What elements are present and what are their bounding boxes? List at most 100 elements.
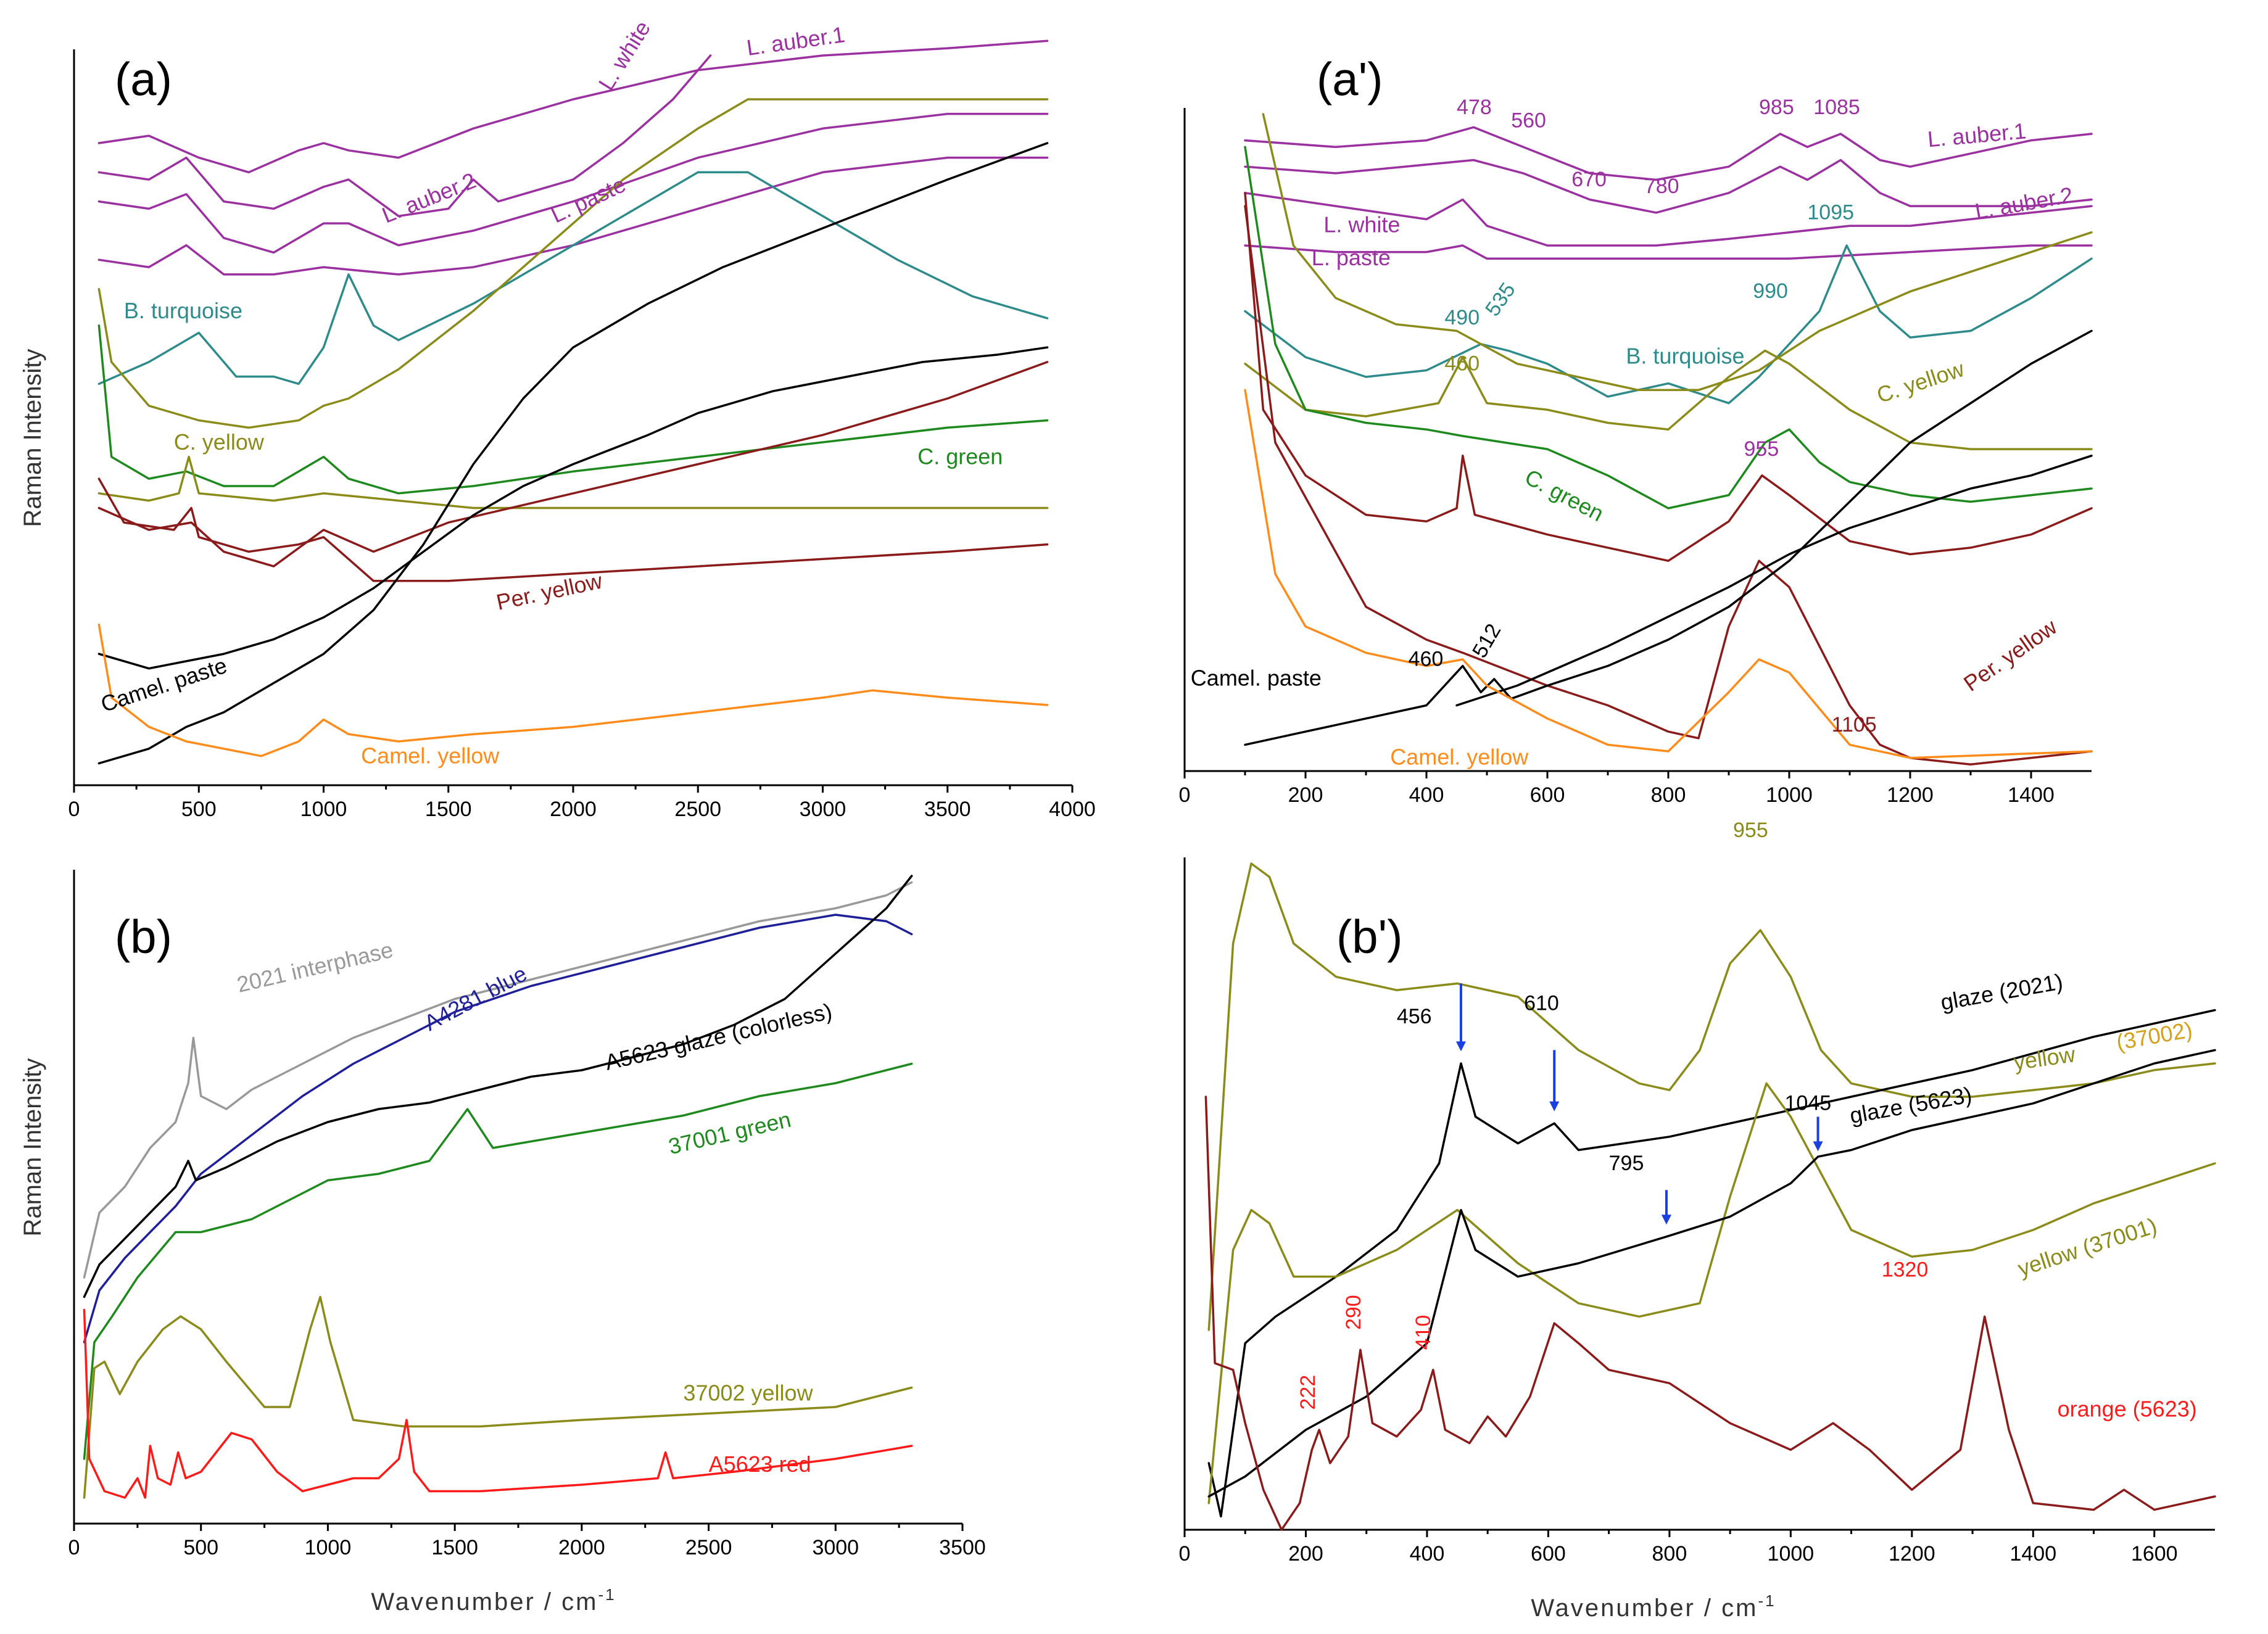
peak-label: 460 (1409, 648, 1444, 671)
peak-arrow-head (1455, 1041, 1466, 1052)
series-line-37001-green (83, 1062, 913, 1460)
series-line-glaze-5623 (1207, 1049, 2216, 1498)
series-line-c-yellow-low (97, 455, 1049, 510)
panel-label: (b) (115, 910, 172, 963)
series-label: L. auber.2 (1973, 182, 2075, 224)
series-line-c-green (1244, 146, 2093, 510)
x-tick-label: 800 (1651, 783, 1686, 807)
x-axis-title-left-exp: -1 (598, 1585, 616, 1604)
series-line-camel-yellow (1244, 389, 2093, 759)
x-tick-label: 1400 (2008, 783, 2055, 807)
series-label: L. auber.1 (1927, 118, 2027, 152)
series-label: C. yellow (1874, 356, 1968, 408)
peak-label: 780 (1644, 175, 1679, 198)
x-tick-label: 0 (68, 1536, 80, 1559)
x-tick-label: 500 (181, 798, 217, 821)
series-line-b-turquoise (97, 171, 1049, 386)
peak-label: 955 (1733, 819, 1768, 842)
x-tick-label: 1400 (2009, 1542, 2056, 1566)
x-tick-label: 1200 (1887, 783, 1934, 807)
series-label: B. turquoise (124, 298, 242, 323)
x-tick-label: 200 (1288, 783, 1323, 807)
series-label: Camel. yellow (1390, 744, 1529, 769)
series-label: 37002 yellow (683, 1380, 813, 1406)
series-line-camel-paste (1244, 329, 2093, 746)
panel-a-prime: 0 200 400 600 800 1000 1200 1400 (a') L. auber.1 L… (1179, 53, 2093, 807)
x-tick-label: 1000 (300, 798, 347, 821)
peak-label: 478 (1457, 96, 1492, 119)
series-line-c-yellow (97, 98, 1049, 429)
y-axis-title-bottom: Raman Intensity (19, 1058, 46, 1236)
series-label: A4281 blue (420, 960, 531, 1036)
series-line-camel-paste-black (1455, 455, 2093, 707)
peak-label: 290 (1342, 1295, 1365, 1330)
series-line-l-white (97, 54, 712, 218)
series-line-l-paste (1244, 244, 2093, 260)
x-tick-label: 600 (1531, 1542, 1566, 1566)
x-tick-label: 0 (68, 798, 80, 821)
peak-label: 490 (1444, 306, 1480, 329)
series-line-orange-5623 (1204, 1096, 2216, 1531)
x-tick-label: 2500 (685, 1536, 732, 1559)
peak-label: 1095 (1807, 200, 1854, 224)
peak-label: 460 (1444, 352, 1480, 375)
series-line-camel-yellow (97, 623, 1049, 757)
series-label: Camel. paste (97, 653, 230, 717)
x-tick-label: 4000 (1049, 798, 1096, 821)
x-tick-label: 0 (1179, 783, 1191, 807)
x-axis-title-left-text: Wavenumber / cm (371, 1588, 598, 1615)
peak-label: 985 (1759, 96, 1794, 119)
x-tick-label: 200 (1288, 1542, 1323, 1566)
peak-label: 670 (1571, 168, 1607, 191)
series-line-l-paste (97, 156, 1049, 276)
series-line-per-yellow-lower (1244, 205, 2093, 766)
x-tick-label: 3000 (812, 1536, 859, 1559)
series-line-l-auber-2 (1244, 159, 2093, 214)
x-tick-label: 1000 (305, 1536, 352, 1559)
series-label: L. white (1323, 212, 1400, 237)
x-tick-label: 1500 (431, 1536, 478, 1559)
series-line-l-auber-2 (97, 112, 1049, 254)
series-label: L. auber.2 (378, 168, 479, 228)
series-line-yellow-37002 (1207, 862, 2216, 1331)
x-tick-label: 3500 (939, 1536, 986, 1559)
series-label: Camel. paste (1191, 666, 1322, 691)
peak-label: 955 (1744, 437, 1779, 461)
series-label: yellow (37001) (2014, 1213, 2159, 1281)
peak-arrow-head (1661, 1215, 1671, 1225)
peak-arrow-head (1813, 1141, 1823, 1152)
x-axis-title-right-exp: -1 (1758, 1591, 1776, 1610)
peak-label: 535 (1481, 278, 1520, 320)
series-line-per-yellow (1244, 192, 2093, 562)
series-label: glaze (2021) (1939, 968, 2064, 1015)
series-label: A5623 glaze (colorless) (603, 998, 835, 1075)
x-tick-label: 3500 (924, 798, 971, 821)
series-label: Per. yellow (1959, 614, 2062, 696)
series-line-per-yellow (97, 477, 1049, 582)
series-label: Camel. yellow (361, 743, 500, 769)
x-tick-label: 2500 (674, 798, 721, 821)
series-label: C. green (1521, 464, 1608, 526)
peak-label: 410 (1412, 1315, 1435, 1350)
x-tick-label: 400 (1409, 783, 1444, 807)
peak-label: 512 (1468, 620, 1505, 662)
series-line-c-green (97, 324, 1049, 495)
x-axis-title-right-text: Wavenumber / cm (1531, 1595, 1758, 1622)
peak-label: 222 (1296, 1375, 1320, 1410)
series-label: A5623 red (709, 1451, 811, 1477)
x-tick-label: 400 (1410, 1542, 1445, 1566)
series-line-glaze-2021 (1207, 1009, 2216, 1518)
panel-b: 0 500 1000 1500 2000 2500 3000 3500 (b) 2021 inte… (68, 870, 986, 1559)
panel-label: (b') (1336, 910, 1402, 963)
x-tick-label: 800 (1652, 1542, 1687, 1566)
x-tick-label: 2000 (558, 1536, 605, 1559)
panel-b-prime: 0 200 400 600 800 1000 1200 1400 1600 (b') 955 glaz… (1179, 819, 2216, 1566)
series-line-c-yellow-lower (1244, 349, 2093, 450)
x-tick-label: 500 (183, 1536, 218, 1559)
series-line-a5623-red (83, 1308, 913, 1499)
x-tick-label: 1600 (2131, 1542, 2178, 1566)
series-label: L. paste (1312, 245, 1391, 270)
x-tick-label: 0 (1179, 1542, 1191, 1566)
peak-label: 990 (1753, 279, 1788, 303)
series-label: (37002) (2114, 1017, 2194, 1055)
